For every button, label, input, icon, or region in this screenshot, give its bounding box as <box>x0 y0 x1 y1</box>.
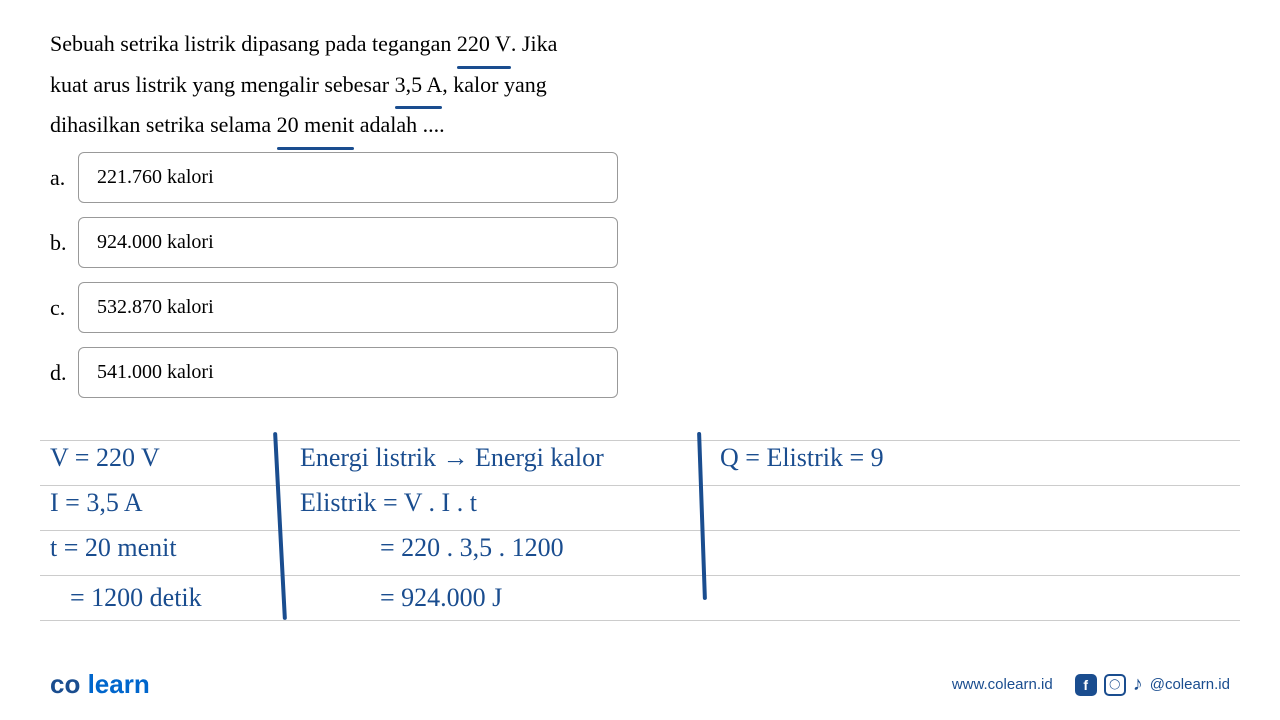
option-box: 924.000 kalori <box>78 217 618 268</box>
social-handle: @colearn.id <box>1150 676 1230 693</box>
hw-energy-title: Energi listrik → Energi kalor <box>300 443 604 473</box>
options-list: a. 221.760 kalori b. 924.000 kalori c. 5… <box>50 152 1230 398</box>
ruled-line <box>40 440 1240 441</box>
hw-given-time: t = 20 menit <box>50 533 177 563</box>
hw-formula: Elistrik = V . I . t <box>300 488 477 518</box>
hw-result: = 924.000 J <box>380 583 502 613</box>
ruled-line <box>40 620 1240 621</box>
option-label: d. <box>50 360 78 386</box>
q-text: adalah .... <box>354 112 444 137</box>
q-underline-voltage: 220 V <box>457 24 511 65</box>
social-icons: f ◯ ♪ @colearn.id <box>1075 673 1230 696</box>
hw-substitution: = 220 . 3,5 . 1200 <box>380 533 564 563</box>
q-text: . Jika <box>511 31 557 56</box>
option-b[interactable]: b. 924.000 kalori <box>50 217 1230 268</box>
ruled-line <box>40 575 1240 576</box>
option-label: c. <box>50 295 78 321</box>
q-text: , kalor yang <box>442 72 546 97</box>
logo-learn: learn <box>80 669 149 699</box>
ruled-line <box>40 485 1240 486</box>
question-text: Sebuah setrika listrik dipasang pada teg… <box>50 24 750 146</box>
q-text: Sebuah setrika listrik dipasang pada teg… <box>50 31 457 56</box>
question-block: Sebuah setrika listrik dipasang pada teg… <box>0 0 1280 398</box>
option-a[interactable]: a. 221.760 kalori <box>50 152 1230 203</box>
option-label: a. <box>50 165 78 191</box>
option-box: 221.760 kalori <box>78 152 618 203</box>
logo: co learn <box>50 669 150 700</box>
q-text: kuat arus listrik yang mengalir sebesar <box>50 72 395 97</box>
option-box: 532.870 kalori <box>78 282 618 333</box>
footer-url[interactable]: www.colearn.id <box>952 676 1053 693</box>
hw-heat-equation: Q = Elistrik = 9 <box>720 443 884 473</box>
option-c[interactable]: c. 532.870 kalori <box>50 282 1230 333</box>
ruled-line <box>40 530 1240 531</box>
hw-given-voltage: V = 220 V <box>50 443 160 473</box>
footer: co learn www.colearn.id f ◯ ♪ @colearn.i… <box>0 669 1280 700</box>
q-underline-time: 20 menit <box>277 105 355 146</box>
q-text: dihasilkan setrika selama <box>50 112 277 137</box>
hw-time-seconds: = 1200 detik <box>70 583 202 613</box>
handwriting-area: V = 220 V I = 3,5 A t = 20 menit = 1200 … <box>0 428 1280 623</box>
instagram-icon[interactable]: ◯ <box>1104 674 1126 696</box>
tiktok-icon[interactable]: ♪ <box>1133 673 1143 696</box>
option-label: b. <box>50 230 78 256</box>
facebook-icon[interactable]: f <box>1075 674 1097 696</box>
option-d[interactable]: d. 541.000 kalori <box>50 347 1230 398</box>
logo-co: co <box>50 669 80 699</box>
hw-given-current: I = 3,5 A <box>50 488 143 518</box>
q-underline-current: 3,5 A <box>395 65 443 106</box>
footer-right: www.colearn.id f ◯ ♪ @colearn.id <box>952 673 1230 696</box>
option-box: 541.000 kalori <box>78 347 618 398</box>
